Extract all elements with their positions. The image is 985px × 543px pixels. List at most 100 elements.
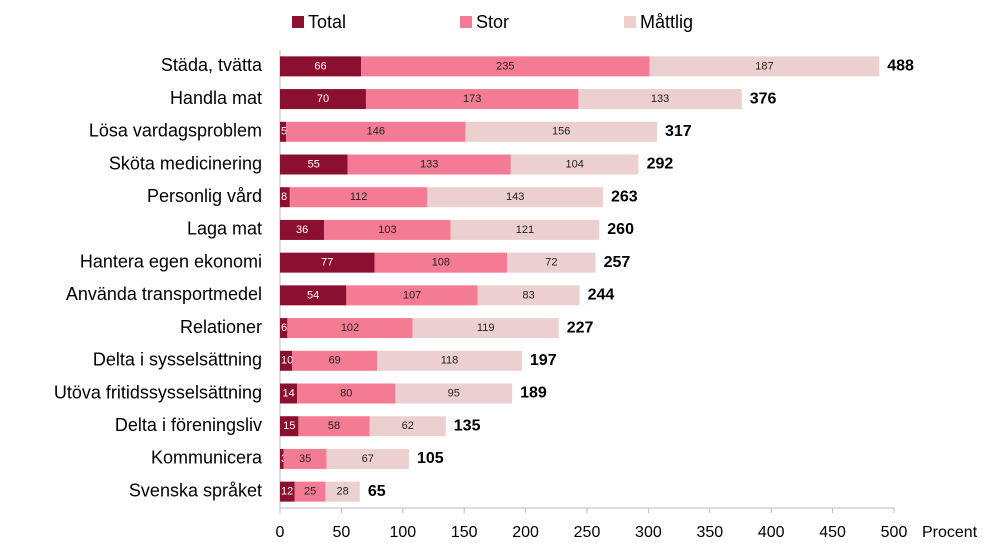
category-label: Handla mat xyxy=(170,88,262,108)
segment-label: 5 xyxy=(281,126,287,138)
total-label: 189 xyxy=(520,385,547,402)
x-tick-label: 500 xyxy=(881,524,908,541)
category-label: Delta i sysselsättning xyxy=(93,350,262,370)
bar-segment xyxy=(412,318,559,339)
category-label: Använda transportmedel xyxy=(66,284,262,304)
segment-label: 15 xyxy=(283,420,295,432)
category-label: Personlig vård xyxy=(147,186,262,206)
segment-label: 25 xyxy=(304,486,316,498)
category-label: Svenska språket xyxy=(129,480,262,500)
segment-label: 12 xyxy=(281,486,293,498)
segment-label: 187 xyxy=(755,60,773,72)
bar-segment xyxy=(427,187,603,208)
x-tick-label: 350 xyxy=(696,524,723,541)
bar-segment xyxy=(280,350,293,371)
category-label: Sköta medicinering xyxy=(109,153,262,173)
total-label: 65 xyxy=(368,483,386,500)
segment-label: 119 xyxy=(477,322,495,334)
segment-label: 8 xyxy=(281,191,287,203)
bar-segment xyxy=(292,350,378,371)
x-axis-label: Procent xyxy=(922,524,978,541)
segment-label: 133 xyxy=(651,93,669,105)
x-tick-label: 100 xyxy=(389,524,416,541)
bar-segment xyxy=(289,187,428,208)
segment-label: 67 xyxy=(362,453,374,465)
bar-segment xyxy=(286,121,466,142)
segment-label: 235 xyxy=(496,60,514,72)
bar-segment xyxy=(465,121,657,142)
bar-segment xyxy=(365,89,579,110)
bar-segment xyxy=(280,481,295,502)
bar-segment xyxy=(346,285,478,306)
total-label: 227 xyxy=(567,319,594,336)
segment-label: 121 xyxy=(516,224,534,236)
bar-segment xyxy=(324,219,451,240)
bar-segment xyxy=(283,448,327,469)
segment-label: 108 xyxy=(432,257,450,269)
bar-segment xyxy=(298,416,370,437)
bar-segment xyxy=(294,481,326,502)
bar-segment xyxy=(287,318,413,339)
total-label: 317 xyxy=(665,123,692,140)
bar-segment xyxy=(395,383,513,404)
legend-label: Stor xyxy=(476,12,509,32)
total-label: 105 xyxy=(417,450,444,467)
segment-label: 62 xyxy=(402,420,414,432)
segment-label: 35 xyxy=(299,453,311,465)
bar-segment xyxy=(347,154,511,175)
category-label: Relationer xyxy=(180,317,262,337)
segment-label: 28 xyxy=(337,486,349,498)
bar-segment xyxy=(280,285,347,306)
segment-label: 77 xyxy=(321,257,333,269)
segment-label: 104 xyxy=(566,158,584,170)
category-label: Utöva fritidssysselsättning xyxy=(54,382,262,402)
bar-segment xyxy=(297,383,396,404)
total-label: 135 xyxy=(454,417,481,434)
category-label: Städa, tvätta xyxy=(161,55,263,75)
segment-label: 80 xyxy=(340,387,352,399)
segment-label: 95 xyxy=(448,387,460,399)
bar-segment xyxy=(280,154,348,175)
total-label: 263 xyxy=(611,188,638,205)
bar-segment xyxy=(280,121,287,142)
bar-segment xyxy=(280,187,290,208)
legend-label: Måttlig xyxy=(640,12,693,32)
x-tick-label: 150 xyxy=(451,524,478,541)
segment-label: 58 xyxy=(328,420,340,432)
segment-label: 66 xyxy=(314,60,326,72)
x-tick-label: 50 xyxy=(333,524,351,541)
total-label: 292 xyxy=(647,156,674,173)
segment-label: 112 xyxy=(350,191,368,203)
bar-segment xyxy=(280,383,298,404)
legend-label: Total xyxy=(308,12,346,32)
legend-swatch xyxy=(624,16,636,28)
bar-segment xyxy=(280,56,362,77)
x-tick-label: 450 xyxy=(819,524,846,541)
x-tick-label: 300 xyxy=(635,524,662,541)
segment-label: 133 xyxy=(420,158,438,170)
segment-label: 6 xyxy=(281,322,287,334)
segment-label: 107 xyxy=(403,289,421,301)
bar-segment xyxy=(280,416,299,437)
x-tick-label: 400 xyxy=(758,524,785,541)
segment-label: 143 xyxy=(506,191,524,203)
x-tick-label: 200 xyxy=(512,524,539,541)
bar-segment xyxy=(450,219,600,240)
bar-segment xyxy=(280,219,325,240)
bar-segment xyxy=(361,56,650,77)
segment-label: 146 xyxy=(367,126,385,138)
bar-segment xyxy=(377,350,522,371)
segment-label: 55 xyxy=(308,158,320,170)
segment-label: 118 xyxy=(441,355,459,367)
bar-segment xyxy=(507,252,596,273)
bar-segment xyxy=(649,56,880,77)
total-label: 488 xyxy=(887,58,914,75)
segment-label: 36 xyxy=(296,224,308,236)
segment-label: 102 xyxy=(341,322,359,334)
legend-swatch xyxy=(460,16,472,28)
segment-label: 14 xyxy=(282,387,294,399)
segment-label: 70 xyxy=(317,93,329,105)
bar-segment xyxy=(280,318,288,339)
x-tick-label: 250 xyxy=(574,524,601,541)
